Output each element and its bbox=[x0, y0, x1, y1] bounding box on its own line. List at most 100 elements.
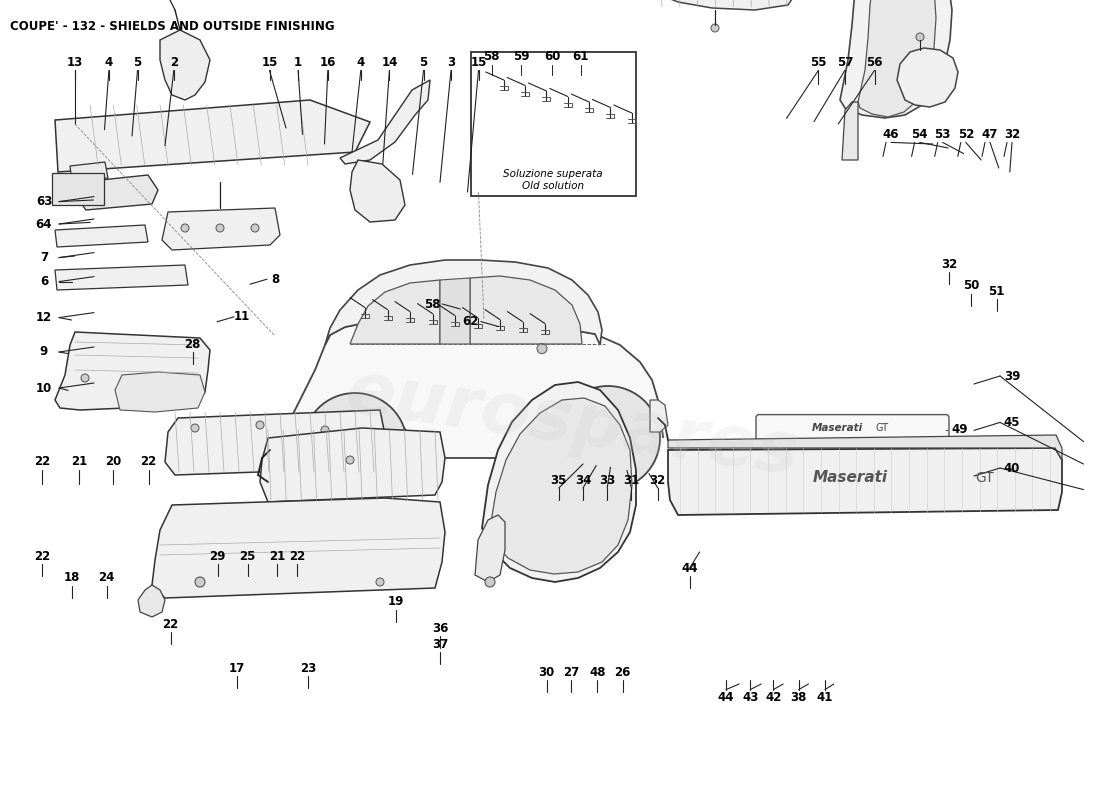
Text: 22: 22 bbox=[34, 455, 50, 468]
Text: 58: 58 bbox=[484, 50, 499, 63]
Text: 4: 4 bbox=[104, 56, 113, 69]
Polygon shape bbox=[70, 162, 108, 182]
Polygon shape bbox=[490, 398, 632, 574]
Text: 32: 32 bbox=[650, 474, 666, 486]
Text: 22: 22 bbox=[289, 550, 305, 562]
Text: 48: 48 bbox=[590, 666, 606, 678]
Text: 53: 53 bbox=[935, 128, 950, 141]
Circle shape bbox=[302, 393, 407, 497]
Text: 34: 34 bbox=[575, 474, 591, 486]
Text: Maserati: Maserati bbox=[813, 470, 888, 486]
Polygon shape bbox=[668, 435, 1062, 460]
Text: 4: 4 bbox=[356, 56, 365, 69]
Text: 58: 58 bbox=[425, 298, 440, 310]
Text: 44: 44 bbox=[717, 691, 735, 704]
Text: 47: 47 bbox=[982, 128, 998, 141]
Circle shape bbox=[711, 24, 719, 32]
Text: GT: GT bbox=[876, 423, 889, 433]
Text: 16: 16 bbox=[320, 56, 336, 69]
Bar bbox=[52, 173, 104, 205]
Circle shape bbox=[195, 577, 205, 587]
Text: 57: 57 bbox=[837, 56, 852, 69]
Text: 23: 23 bbox=[300, 662, 316, 674]
Text: 14: 14 bbox=[382, 56, 397, 69]
Text: 15: 15 bbox=[471, 56, 486, 69]
Polygon shape bbox=[55, 332, 210, 410]
Text: 26: 26 bbox=[615, 666, 630, 678]
Circle shape bbox=[346, 456, 354, 464]
Circle shape bbox=[81, 374, 89, 382]
Text: 50: 50 bbox=[964, 279, 979, 292]
Text: 45: 45 bbox=[1003, 416, 1021, 429]
Polygon shape bbox=[840, 0, 952, 118]
Polygon shape bbox=[650, 400, 668, 432]
Text: 15: 15 bbox=[262, 56, 277, 69]
Circle shape bbox=[916, 33, 924, 41]
Polygon shape bbox=[55, 225, 148, 247]
Polygon shape bbox=[76, 175, 158, 210]
Text: 63: 63 bbox=[36, 195, 52, 208]
Text: Maserati: Maserati bbox=[812, 423, 864, 433]
Text: 33: 33 bbox=[600, 474, 615, 486]
Text: 22: 22 bbox=[163, 618, 178, 630]
Polygon shape bbox=[162, 208, 280, 250]
Text: 61: 61 bbox=[573, 50, 588, 63]
Text: 52: 52 bbox=[958, 128, 974, 141]
Text: eurospares: eurospares bbox=[341, 358, 803, 490]
Text: 32: 32 bbox=[942, 258, 957, 270]
Text: 13: 13 bbox=[67, 56, 82, 69]
Polygon shape bbox=[475, 515, 505, 582]
Text: 11: 11 bbox=[234, 310, 250, 323]
Text: 60: 60 bbox=[544, 50, 560, 63]
Text: 56: 56 bbox=[867, 56, 882, 69]
Circle shape bbox=[485, 577, 495, 587]
Circle shape bbox=[588, 418, 628, 458]
Circle shape bbox=[376, 578, 384, 586]
Polygon shape bbox=[270, 320, 658, 458]
Circle shape bbox=[182, 224, 189, 232]
Text: 27: 27 bbox=[563, 666, 579, 678]
Polygon shape bbox=[55, 100, 370, 172]
Text: 54: 54 bbox=[911, 128, 927, 141]
Text: 20: 20 bbox=[106, 455, 121, 468]
Polygon shape bbox=[152, 498, 446, 598]
Polygon shape bbox=[440, 278, 470, 344]
Circle shape bbox=[336, 425, 375, 465]
Polygon shape bbox=[138, 585, 165, 617]
Text: 51: 51 bbox=[989, 285, 1004, 298]
Text: GT: GT bbox=[976, 471, 994, 485]
Polygon shape bbox=[842, 102, 858, 160]
Circle shape bbox=[141, 378, 149, 386]
Text: 55: 55 bbox=[810, 56, 827, 69]
Text: 44: 44 bbox=[682, 562, 698, 574]
Text: 6: 6 bbox=[40, 275, 48, 288]
Text: 18: 18 bbox=[64, 571, 79, 584]
Circle shape bbox=[364, 438, 372, 446]
Circle shape bbox=[191, 424, 199, 432]
Polygon shape bbox=[858, 0, 936, 117]
Polygon shape bbox=[896, 48, 958, 107]
Text: 59: 59 bbox=[513, 50, 530, 63]
Text: 10: 10 bbox=[36, 382, 52, 394]
Polygon shape bbox=[116, 372, 205, 412]
Polygon shape bbox=[160, 30, 210, 100]
Text: Soluzione superata: Soluzione superata bbox=[504, 169, 603, 179]
Text: 29: 29 bbox=[210, 550, 225, 562]
Text: 22: 22 bbox=[34, 550, 50, 562]
Text: 62: 62 bbox=[463, 315, 478, 328]
Text: 35: 35 bbox=[551, 474, 566, 486]
Text: 39: 39 bbox=[1004, 370, 1020, 382]
Text: 24: 24 bbox=[99, 571, 114, 584]
Circle shape bbox=[251, 224, 258, 232]
Polygon shape bbox=[668, 448, 1062, 515]
Polygon shape bbox=[350, 160, 405, 222]
Text: 8: 8 bbox=[271, 273, 279, 286]
Text: 3: 3 bbox=[447, 56, 455, 69]
Polygon shape bbox=[55, 265, 188, 290]
Text: 19: 19 bbox=[388, 595, 404, 608]
Text: 12: 12 bbox=[36, 311, 52, 324]
Text: 21: 21 bbox=[270, 550, 285, 562]
Text: 36: 36 bbox=[432, 622, 448, 634]
Text: 64: 64 bbox=[35, 218, 53, 230]
Polygon shape bbox=[350, 280, 440, 344]
